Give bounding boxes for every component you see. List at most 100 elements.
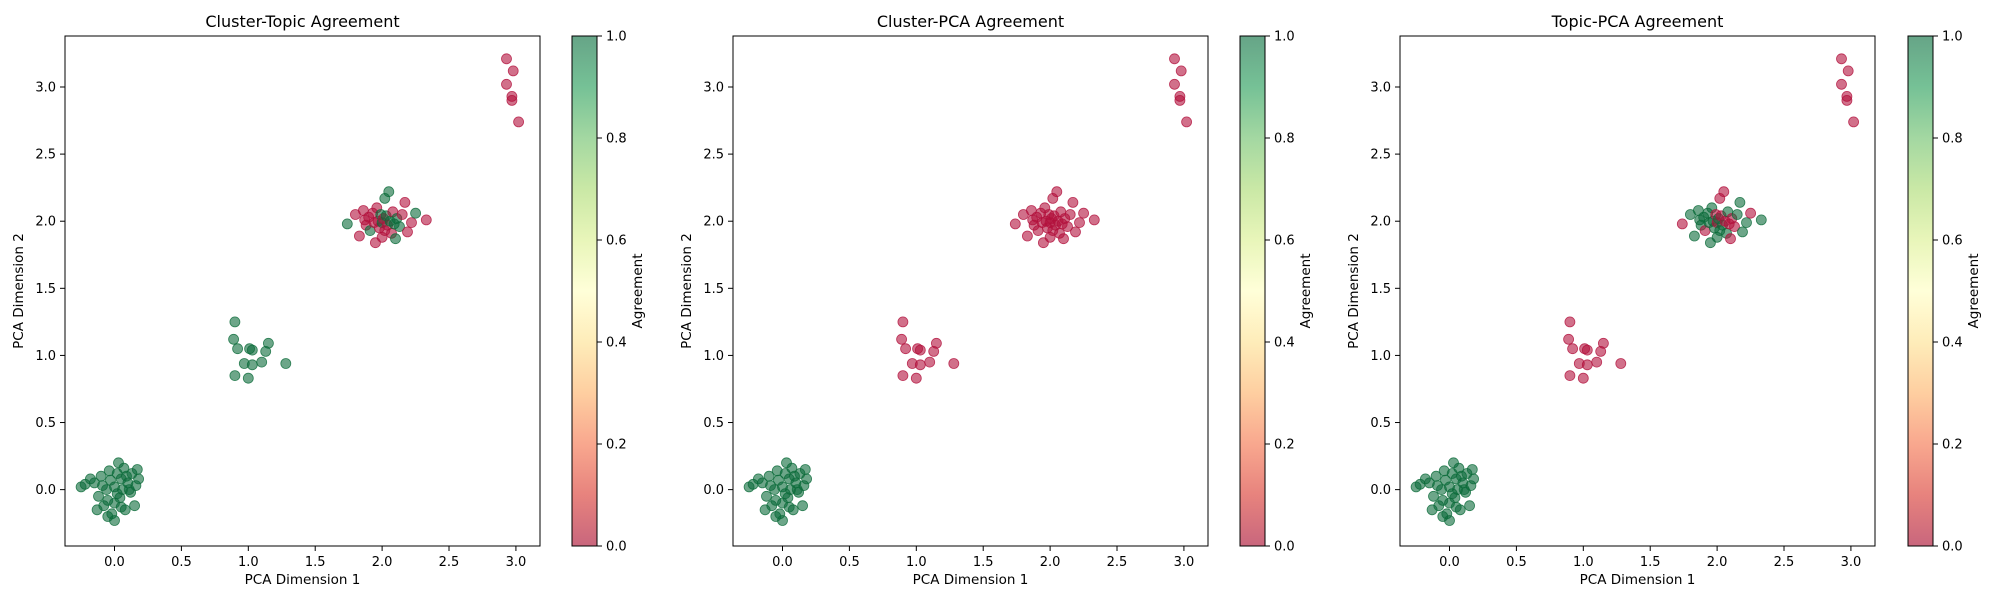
data-point — [229, 316, 241, 328]
data-point — [1563, 333, 1574, 345]
colorbar: 0.0 0.2 0.4 0.6 0.8 1.0 Agreement — [1239, 30, 1314, 555]
data-point — [1718, 186, 1730, 198]
data-point — [1064, 209, 1076, 220]
data-point — [897, 316, 909, 328]
data-point — [1169, 53, 1180, 65]
x-tick-label: 2.0 — [1040, 555, 1061, 570]
data-point — [406, 217, 417, 229]
data-point — [783, 501, 795, 513]
y-tick-label: 2.5 — [703, 148, 724, 163]
x-tick-label: 0.5 — [1506, 555, 1527, 570]
data-point — [1577, 372, 1589, 384]
x-tick-label: 2.5 — [439, 555, 460, 570]
colorbar: 0.0 0.2 0.4 0.6 0.8 1.0 Agreement — [1907, 30, 1982, 555]
colorbar-tick-label: 0.8 — [1274, 132, 1295, 147]
data-point — [1181, 116, 1192, 128]
data-point — [232, 343, 244, 355]
x-tick-label: 3.0 — [506, 555, 527, 570]
data-point — [1729, 221, 1740, 233]
data-point — [1615, 358, 1627, 369]
data-point — [948, 358, 960, 369]
colorbar-gradient — [1908, 36, 1933, 546]
data-point — [353, 230, 365, 242]
data-point — [897, 370, 909, 382]
data-point — [410, 207, 422, 219]
y-tick-label: 3.0 — [1370, 81, 1391, 96]
data-point — [91, 504, 103, 516]
data-point — [1676, 218, 1688, 230]
y-tick-label: 0.0 — [1370, 483, 1391, 498]
y-tick-label: 2.0 — [35, 215, 56, 230]
colorbar-label: Agreement — [1966, 254, 1982, 329]
colorbar-tick-label: 0.8 — [1942, 132, 1963, 147]
data-point — [1848, 116, 1859, 128]
data-point — [1581, 359, 1593, 371]
x-tick-label: 1.0 — [238, 555, 259, 570]
data-point — [1456, 470, 1467, 482]
data-point — [928, 345, 940, 357]
data-point — [1009, 218, 1021, 230]
y-tick-label: 1.0 — [703, 349, 724, 364]
data-point — [1067, 196, 1079, 208]
colorbar-tick-label: 0.6 — [606, 234, 627, 249]
x-tick-label: 1.5 — [305, 555, 326, 570]
data-point — [242, 372, 254, 384]
colorbar-gradient — [1240, 36, 1265, 546]
x-tick-label: 0.0 — [772, 555, 793, 570]
colorbar-gradient — [572, 36, 597, 546]
x-axis-label: PCA Dimension 1 — [245, 572, 361, 588]
colorbar-frame — [1239, 35, 1266, 547]
data-point — [1464, 500, 1475, 512]
data-point — [765, 480, 776, 492]
y-tick-label: 1.5 — [1370, 282, 1391, 297]
data-point — [789, 470, 800, 482]
data-point — [501, 78, 512, 90]
data-point — [924, 356, 936, 368]
data-point — [1581, 344, 1593, 356]
x-tick-label: 0.5 — [839, 555, 860, 570]
data-point — [1841, 95, 1853, 106]
x-tick-label: 3.0 — [1841, 555, 1862, 570]
data-point — [396, 209, 408, 220]
data-point — [115, 501, 127, 513]
data-point — [1175, 65, 1187, 77]
data-point — [914, 344, 926, 356]
data-point — [896, 333, 907, 345]
data-point — [97, 480, 108, 492]
data-point — [1465, 480, 1477, 492]
data-point — [1564, 370, 1576, 382]
x-tick-label: 0.5 — [171, 555, 192, 570]
y-tick-label: 3.0 — [703, 81, 724, 96]
chart-title: Cluster-PCA Agreement — [877, 12, 1064, 31]
data-point — [1842, 65, 1854, 77]
data-point — [506, 95, 518, 106]
data-point — [1466, 464, 1478, 475]
data-point — [93, 490, 104, 502]
data-point — [1174, 95, 1186, 106]
data-point — [759, 504, 771, 516]
colorbar-label: Agreement — [630, 254, 646, 329]
colorbar-tick-label: 0.2 — [1942, 438, 1963, 453]
data-point — [246, 344, 258, 356]
data-point — [85, 473, 96, 485]
data-point — [1438, 465, 1450, 477]
y-tick-label: 2.0 — [1370, 215, 1391, 230]
colorbar-tick-label: 0.2 — [606, 438, 627, 453]
data-point — [797, 500, 808, 512]
x-tick-label: 0.0 — [104, 555, 125, 570]
data-point — [228, 333, 240, 345]
data-point — [1088, 214, 1100, 226]
data-point — [130, 480, 142, 492]
data-point — [1022, 230, 1033, 242]
y-tick-label: 2.0 — [703, 215, 724, 230]
colorbar-tick-label: 1.0 — [1274, 30, 1295, 45]
colorbar-tick-label: 0.8 — [606, 132, 627, 147]
y-tick-label: 0.5 — [1370, 416, 1391, 431]
data-point — [798, 480, 810, 492]
colorbar-tick-label: 0.4 — [1274, 336, 1295, 351]
y-axis-label: PCA Dimension 2 — [1346, 233, 1362, 349]
data-point — [359, 214, 371, 226]
x-axis-label: PCA Dimension 1 — [1580, 572, 1696, 588]
data-point — [1058, 233, 1069, 245]
